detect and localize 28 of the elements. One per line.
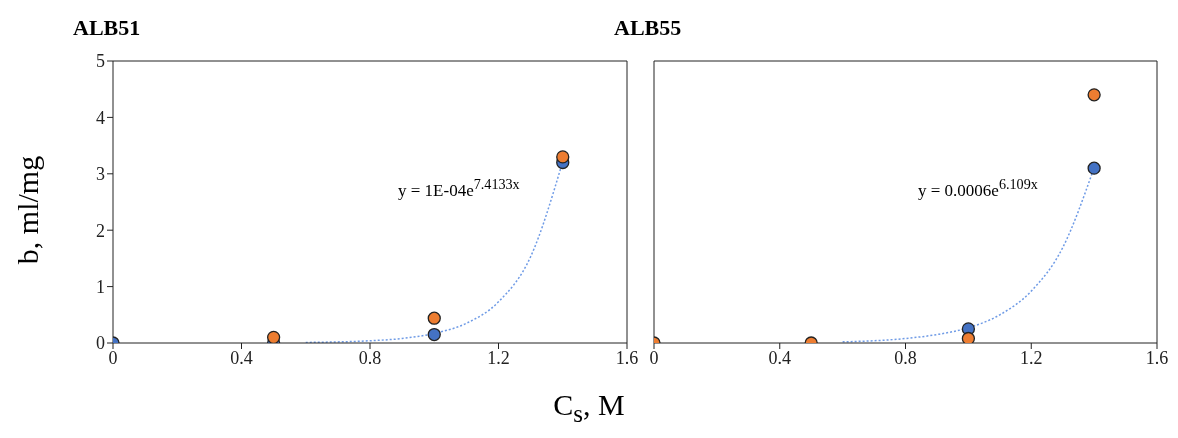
x-tick-label: 0.4 xyxy=(768,347,791,368)
y-tick-label: 1 xyxy=(96,276,105,297)
chart-title: ALB55 xyxy=(614,14,683,42)
y-axis-title: b, ml/mg xyxy=(11,154,45,267)
point xyxy=(1087,88,1101,102)
point xyxy=(961,331,976,343)
x-tick-label: 1.2 xyxy=(487,347,510,368)
x-tick-label: 1.6 xyxy=(615,347,639,368)
point xyxy=(556,150,570,164)
point xyxy=(266,330,281,343)
annotation: y = 1E-04e$^{7.4133x}$ xyxy=(398,176,520,201)
y-tick-label: 4 xyxy=(96,107,105,128)
annotation: y = 0.0006e$^{6.109x}$ xyxy=(918,176,1038,201)
x-axis-title: C$_{s}$, M xyxy=(552,388,626,428)
x-tick-label: 1.2 xyxy=(1020,347,1043,368)
y-tick-label: 0 xyxy=(96,333,105,354)
y-tick-label: 2 xyxy=(96,220,105,241)
point xyxy=(1087,161,1101,175)
x-tick-label: 0 xyxy=(649,347,659,368)
point xyxy=(427,311,441,325)
x-tick-label: 0.8 xyxy=(358,347,382,368)
y-tick-label: 3 xyxy=(96,164,105,185)
chart-title: ALB51 xyxy=(73,15,141,40)
x-tick-label: 1.6 xyxy=(1145,347,1169,368)
y-tick-label: 5 xyxy=(96,51,105,72)
x-tick-label: 0.4 xyxy=(230,347,253,368)
point xyxy=(427,327,441,342)
x-tick-label: 0.8 xyxy=(894,347,917,368)
